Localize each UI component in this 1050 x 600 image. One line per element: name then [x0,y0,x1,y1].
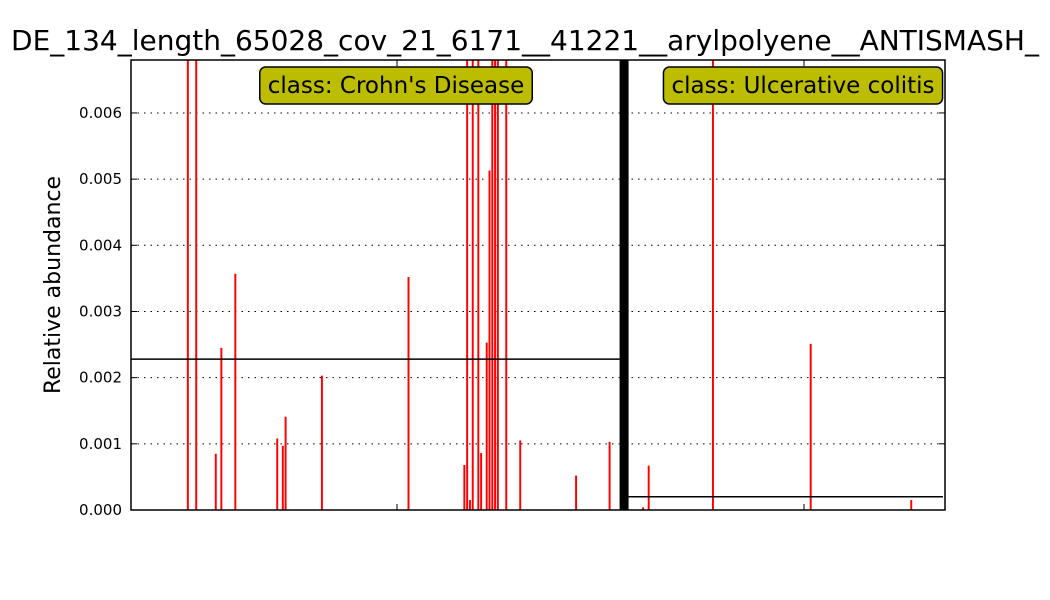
y-tick-label: 0.003 [79,302,122,320]
bar [471,60,474,510]
bar [494,60,497,510]
bar [407,277,410,510]
plot-frame [130,59,946,511]
bar [477,60,480,510]
y-tick-label: 0.001 [79,435,122,453]
y-tick-label: 0.000 [79,501,122,519]
class-label-text: class: Ulcerative colitis [671,73,934,99]
class-label-text: class: Crohn's Disease [268,73,524,99]
class-label: class: Crohn's Disease [259,66,533,105]
bars [186,60,913,510]
bar [505,60,508,510]
class-labels: class: Crohn's Disease class: Ulcerative … [259,66,944,105]
bar [485,342,488,510]
grid-lines [131,112,945,445]
bar [186,60,189,510]
y-tick-label: 0.004 [79,236,122,254]
bar [519,440,522,510]
class-mean-lines [131,358,943,498]
y-tick-label: 0.006 [79,104,122,122]
bar [276,438,279,510]
bar [711,60,714,510]
class-label-box [662,66,944,105]
bar [642,507,645,510]
bar [491,60,494,510]
bar [608,441,611,510]
bar [320,375,323,510]
y-axis-label: Relative abundance [41,176,66,394]
bar [466,60,469,510]
bar [488,170,491,510]
y-tick-label: 0.005 [79,170,122,188]
bar [496,60,499,510]
bar [284,416,287,510]
y-tick-label: 0.002 [79,369,122,387]
bar [468,500,471,510]
bar [809,343,812,510]
bar [575,475,578,510]
class-label-box [259,66,533,105]
class-label: class: Ulcerative colitis [662,66,944,105]
bar [480,453,483,510]
bar [463,465,466,510]
axis-ticks: 0.000 0.001 0.002 0.003 0.004 0.005 0.006 [79,60,945,519]
bar [195,60,198,510]
bar [214,453,217,510]
bar [647,465,650,510]
bar [281,445,284,510]
bar [220,347,223,510]
bar [234,273,237,510]
chart-title: DE_134_length_65028_cov_21_6171__41221__… [11,24,1040,57]
class-divider [619,60,629,510]
bar [910,500,913,510]
